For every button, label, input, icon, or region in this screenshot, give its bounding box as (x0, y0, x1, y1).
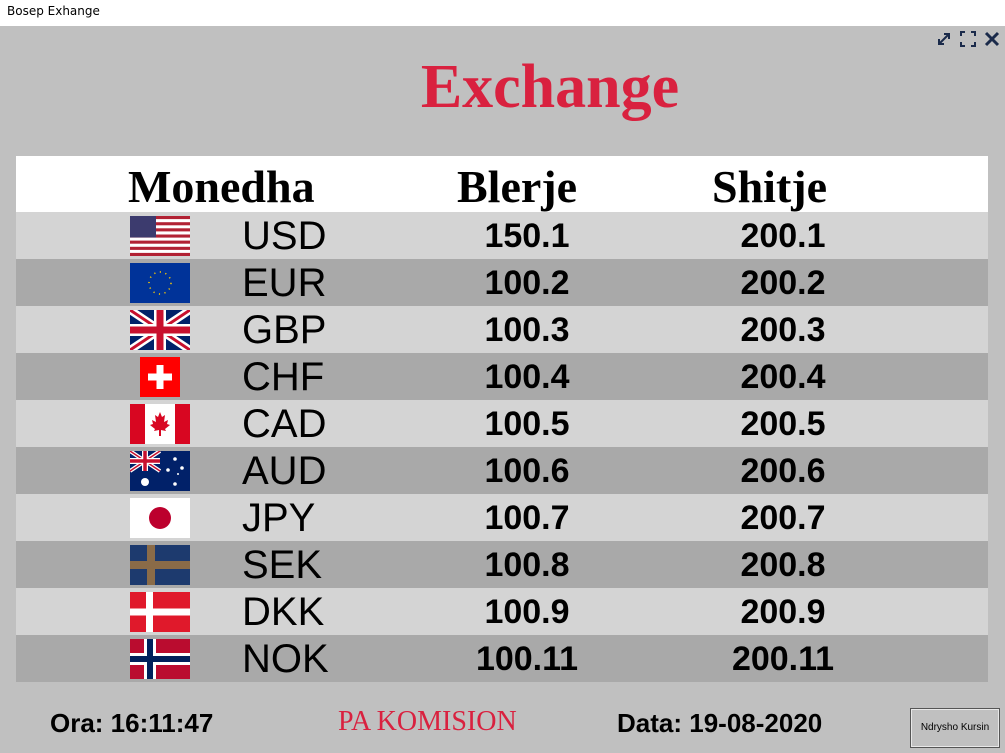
buy-rate: 100.7 (484, 499, 570, 537)
sell-rate: 200.4 (740, 358, 826, 396)
jp-flag-icon (130, 498, 190, 538)
table-row: CHF 100.4 200.4 (16, 353, 988, 400)
buy-rate: 100.2 (484, 264, 570, 302)
currency-code: AUD (242, 449, 327, 493)
au-flag-icon (128, 449, 190, 491)
table-row: USD 150.1 200.1 (16, 212, 988, 259)
header-buy: Blerje (457, 161, 578, 212)
gb-flag-icon (127, 306, 193, 354)
date-display: Data: 19-08-2020 (617, 708, 823, 738)
buy-rate: 100.8 (484, 546, 570, 584)
currency-code: DKK (242, 590, 325, 634)
table-row: SEK 100.8 200.8 (16, 541, 988, 588)
sell-rate: 200.6 (740, 452, 826, 490)
header-sell: Shitje (712, 161, 827, 212)
table-row: CAD 100.5 200.5 (16, 400, 988, 447)
buy-rate: 100.9 (484, 593, 570, 631)
fullscreen-icon[interactable] (959, 30, 977, 48)
currency-code: SEK (242, 543, 323, 587)
us-flag-icon (130, 216, 190, 256)
table-row: NOK 100.11 200.11 (16, 635, 988, 682)
currency-code: CHF (242, 355, 325, 399)
buy-rate: 100.11 (475, 640, 579, 678)
title-bar: Bosep Exhange (0, 0, 1005, 26)
no-flag-icon (130, 639, 190, 679)
ca-flag-icon (130, 404, 190, 444)
sell-rate: 200.3 (740, 311, 826, 349)
se-flag-icon (130, 545, 190, 585)
ch-flag-icon (140, 357, 180, 397)
table-row: GBP 100.3 200.3 (16, 306, 988, 354)
currency-code: USD (242, 214, 327, 258)
sell-rate: 200.11 (731, 640, 835, 678)
table-header: Monedha Blerje Shitje (16, 156, 988, 212)
table-row: JPY 100.7 200.7 (16, 494, 988, 541)
time-display: Ora: 16:11:47 (50, 708, 214, 738)
sell-rate: 200.9 (740, 593, 826, 631)
buy-rate: 100.3 (484, 311, 570, 349)
dk-flag-icon (130, 592, 190, 632)
header-currency: Monedha (128, 161, 315, 212)
buy-rate: 100.6 (484, 452, 570, 490)
window-controls (935, 30, 1001, 48)
change-rate-button[interactable]: Ndrysho Kursin (910, 708, 1000, 748)
currency-code: GBP (242, 308, 327, 352)
table-row: EUR 100.2 200.2 (16, 259, 988, 306)
currency-code: EUR (242, 261, 327, 305)
close-icon[interactable] (983, 30, 1001, 48)
restore-icon[interactable] (935, 30, 953, 48)
table-row: DKK 100.9 200.9 (16, 588, 988, 635)
exchange-table: Monedha Blerje Shitje USD 150.1 200.1 EU… (16, 156, 988, 682)
currency-code: CAD (242, 402, 327, 446)
eu-flag-icon (130, 263, 190, 303)
sell-rate: 200.5 (740, 405, 826, 443)
sell-rate: 200.7 (740, 499, 826, 537)
currency-code: NOK (242, 637, 329, 681)
sell-rate: 200.2 (740, 264, 826, 302)
sell-rate: 200.1 (740, 217, 826, 255)
window-title: Bosep Exhange (7, 4, 100, 18)
commission-label: PA KOMISION (338, 706, 517, 737)
table-row: AUD 100.6 200.6 (16, 447, 988, 494)
buy-rate: 100.5 (484, 405, 570, 443)
page-title: Exchange (420, 53, 680, 121)
sell-rate: 200.8 (740, 546, 826, 584)
buy-rate: 100.4 (484, 358, 570, 396)
currency-code: JPY (242, 496, 316, 540)
buy-rate: 150.1 (484, 217, 570, 255)
